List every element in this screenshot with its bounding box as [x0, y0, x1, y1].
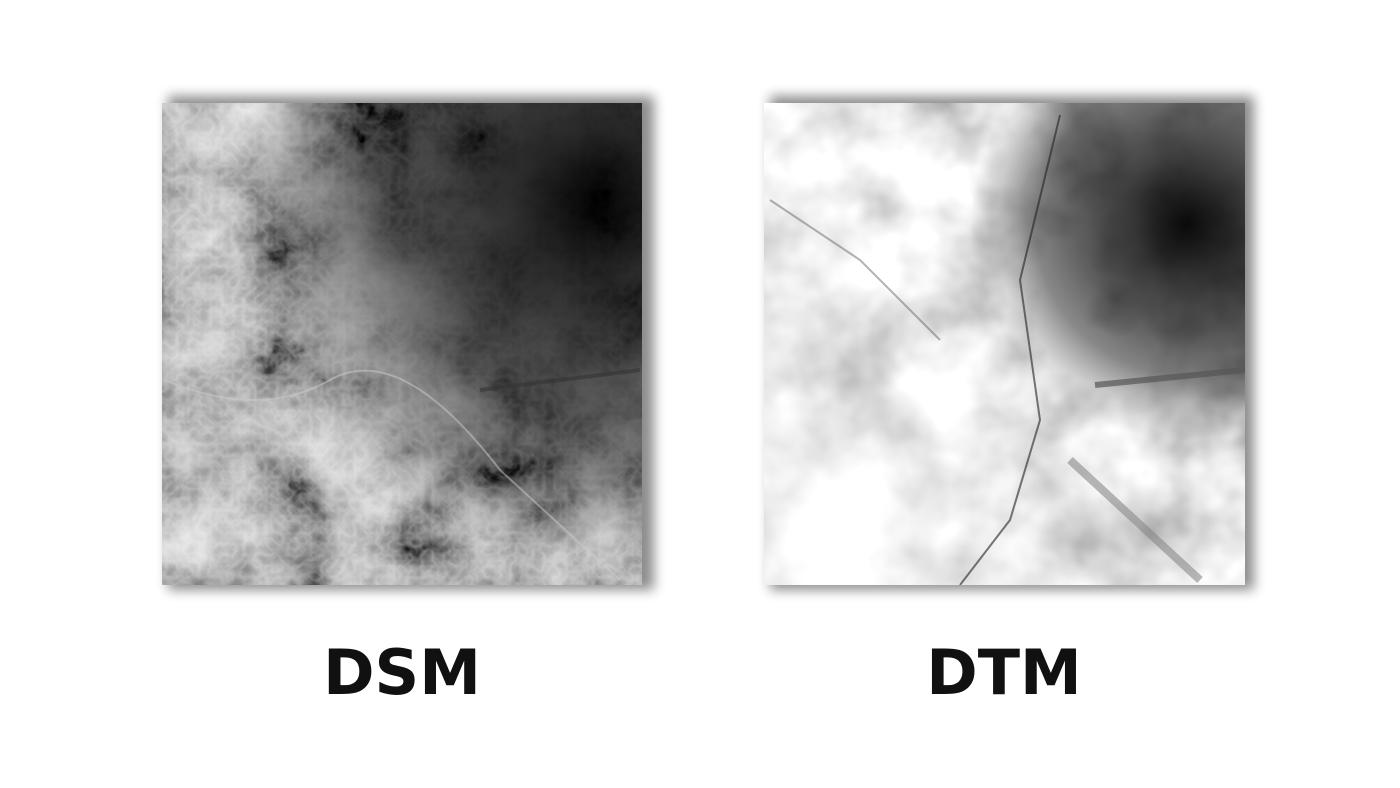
dsm-panel: [162, 96, 654, 590]
panel-label: DSM: [323, 636, 481, 709]
dsm-image: [162, 103, 642, 585]
panel-label: DTM: [926, 636, 1081, 709]
dtm-image: [764, 103, 1245, 585]
dtm-panel: [764, 96, 1254, 590]
